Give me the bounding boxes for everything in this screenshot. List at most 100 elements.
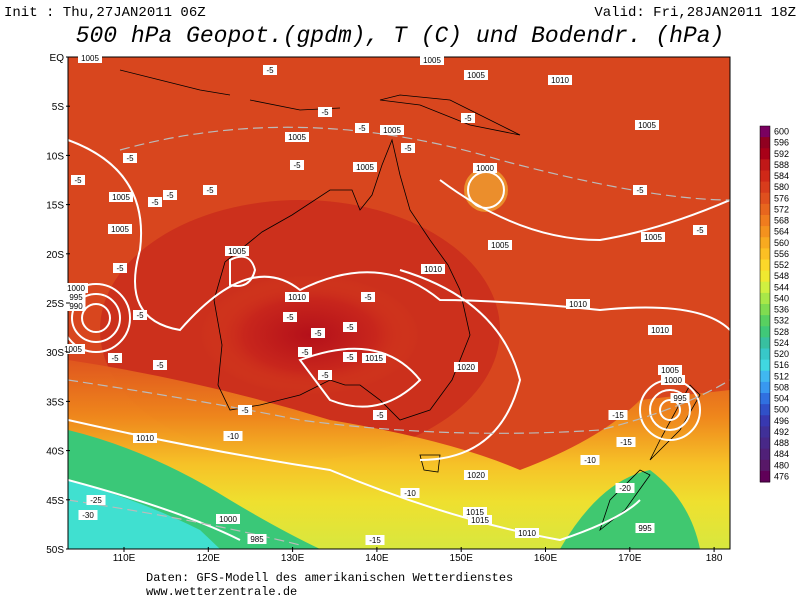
contour-label-box	[463, 507, 487, 517]
latitude-label: 15S	[46, 201, 64, 212]
contour-label-box	[365, 535, 385, 545]
contour-label: 1010	[551, 76, 569, 85]
colorbar-swatch	[760, 393, 770, 405]
colorbar-label: 572	[774, 204, 789, 214]
colorbar-label: 528	[774, 327, 789, 337]
colorbar-swatch	[760, 148, 770, 160]
contour-label: -5	[293, 161, 301, 170]
colorbar-swatch	[760, 181, 770, 194]
latitude-label: 45S	[46, 496, 64, 507]
contour-label: -5	[321, 108, 329, 117]
contour-label-box	[108, 224, 132, 234]
colorbar-label: 496	[774, 416, 789, 426]
contour-label: 990	[69, 302, 83, 311]
longitude-label: 160E	[534, 553, 558, 564]
latitude-label: 10S	[46, 151, 64, 162]
contour-label-box	[454, 362, 478, 372]
contour-label-box	[285, 132, 309, 142]
contour-label: -5	[696, 226, 704, 235]
contour-label: -5	[166, 191, 174, 200]
contour-label-box	[461, 113, 475, 123]
colorbar-label: 564	[774, 227, 789, 237]
contour-label: -5	[111, 354, 119, 363]
colorbar-swatch	[760, 404, 770, 416]
temperature-contours	[68, 126, 730, 546]
contour-label: 1010	[136, 434, 154, 443]
contour-label: 995	[69, 293, 83, 302]
data-source: Daten: GFS-Modell des amerikanischen Wet…	[146, 571, 513, 585]
contour-label: 1005	[467, 71, 485, 80]
colorbar-swatch	[760, 203, 770, 216]
contour-label-box	[380, 125, 404, 135]
contour-label-box	[641, 232, 665, 242]
contour-label-box	[78, 510, 98, 520]
contour-label: 1020	[467, 471, 485, 480]
valid-time: Valid: Fri,28JAN2011 18Z	[594, 5, 796, 21]
colorbar-swatch	[760, 192, 770, 205]
colorbar-swatch	[760, 281, 770, 294]
contour-label: -30	[82, 511, 94, 520]
contour-label-box	[66, 301, 86, 311]
colorbar-swatch	[760, 259, 770, 272]
colorbar-label: 488	[774, 438, 789, 448]
contour-label: 1010	[288, 293, 306, 302]
contour-label: 1005	[112, 193, 130, 202]
contour-label-box	[648, 325, 672, 335]
colorbar-swatch	[760, 304, 770, 316]
contour-label: -15	[369, 536, 381, 545]
contour-label: 1005	[228, 247, 246, 256]
contour-label: -5	[136, 311, 144, 320]
colorbar-label: 508	[774, 382, 789, 392]
map-title: 500 hPa Geopot.(gpdm), T (C) und Bodendr…	[76, 23, 725, 49]
contour-label-box	[78, 53, 102, 63]
contour-label-box	[163, 190, 177, 200]
contour-label-box	[203, 185, 217, 195]
contour-label: -5	[116, 264, 124, 273]
latitude-label: 5S	[52, 102, 65, 113]
contour-label-box	[223, 431, 243, 441]
contour-label: -5	[314, 329, 322, 338]
colorbar-swatch	[760, 292, 770, 305]
contour-label-box	[148, 197, 162, 207]
contour-label: 1000	[476, 164, 494, 173]
contour-label: 1000	[664, 376, 682, 385]
contour-label-box	[362, 353, 386, 363]
contour-label-box	[488, 240, 512, 250]
contour-label: 1000	[67, 284, 85, 293]
contour-label-box	[421, 264, 445, 274]
contour-label: 1005	[491, 241, 509, 250]
isobars	[68, 139, 730, 542]
contour-label: -15	[620, 438, 632, 447]
contour-label: -20	[619, 484, 631, 493]
contour-label-box	[298, 347, 312, 357]
contour-label-box	[420, 55, 444, 65]
contour-label-box	[566, 299, 590, 309]
colorbar-swatch	[760, 348, 770, 361]
contour-label-box	[361, 292, 375, 302]
contour-label: 1005	[383, 126, 401, 135]
contour-label: 1005	[64, 345, 82, 354]
contour-label-box	[633, 185, 647, 195]
colorbar-label: 476	[774, 471, 789, 481]
longitude-label: 130E	[281, 553, 305, 564]
colorbar-swatch	[760, 381, 770, 394]
contour-label: 1010	[518, 529, 536, 538]
contour-label: 1005	[423, 56, 441, 65]
contour-label-box	[66, 292, 86, 302]
colorbar-label: 492	[774, 427, 789, 437]
longitude-label: 180	[706, 553, 723, 564]
latitude-label: EQ	[50, 53, 65, 64]
contour-label-box	[123, 153, 137, 163]
longitude-label: 140E	[365, 553, 389, 564]
latitude-label: 30S	[46, 348, 64, 359]
contour-label: -5	[346, 323, 354, 332]
contour-label: 1015	[365, 354, 383, 363]
contour-label-box	[318, 107, 332, 117]
contour-label-box	[400, 488, 420, 498]
contour-label: 1000	[219, 515, 237, 524]
contour-label-box	[133, 433, 157, 443]
contour-label: -5	[346, 353, 354, 362]
colorbar-label: 544	[774, 282, 789, 292]
